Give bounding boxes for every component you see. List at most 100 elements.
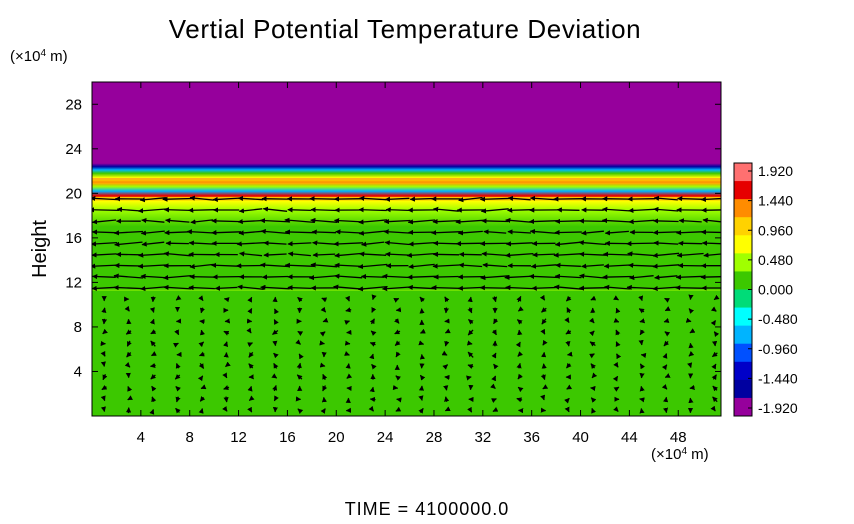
wind-vector-485 (508, 210, 532, 211)
colorbar-swatch-10 (734, 344, 752, 363)
wind-vector-404 (434, 243, 459, 244)
wind-vector-472 (189, 210, 216, 211)
x-tick-label-10: 44 (621, 429, 638, 446)
wind-vector-382 (533, 254, 555, 255)
x-axis-unit: (×104 m) (651, 446, 709, 464)
wind-vector-74 (641, 386, 642, 390)
wind-vector-163 (275, 342, 276, 346)
wind-vector-248 (446, 308, 447, 313)
wind-vector-0 (104, 409, 105, 411)
colorbar-label-1: 1.440 (758, 193, 793, 209)
y-tick-label-6: 28 (65, 96, 82, 113)
wind-vector-27 (128, 399, 130, 400)
wind-vector-26 (104, 398, 105, 401)
x-tick-label-9: 40 (572, 429, 589, 446)
wind-vector-153 (666, 354, 667, 356)
x-unit-prefix: (×10 (651, 446, 681, 463)
wind-vector-424 (285, 232, 314, 233)
wind-vector-188 (250, 332, 251, 333)
y-tick-label-3: 16 (65, 230, 82, 247)
colorbar-label-5: -0.480 (758, 311, 798, 327)
wind-vector-487 (557, 210, 579, 211)
wind-vector-365 (116, 254, 140, 255)
wind-vector-518 (678, 199, 704, 200)
y-tick-label-4: 20 (65, 185, 82, 202)
wind-vector-316 (190, 277, 214, 278)
wind-vector-114 (348, 364, 349, 368)
colorbar-swatch-5 (734, 253, 752, 272)
wind-vector-49 (666, 397, 667, 401)
wind-vector-25 (715, 410, 716, 411)
wind-vector-503 (310, 199, 339, 200)
colorbar-swatch-3 (734, 217, 752, 236)
colorbar-swatch-1 (734, 181, 752, 200)
wind-vector-465 (654, 221, 679, 222)
wind-vector-300 (432, 288, 461, 289)
wind-vector-140 (348, 354, 350, 355)
x-unit-suffix: m) (687, 446, 709, 463)
wind-vector-333 (603, 277, 632, 278)
wind-vector-304 (532, 288, 556, 289)
colorbar-label-2: 0.960 (758, 222, 793, 238)
wind-vector-379 (460, 254, 482, 255)
wind-vector-72 (591, 388, 595, 389)
wind-vector-68 (495, 388, 496, 389)
wind-vector-208 (104, 319, 105, 324)
wind-vector-406 (480, 243, 510, 244)
wind-vector-99 (617, 376, 618, 377)
wind-vector-306 (579, 288, 606, 289)
colorbar-swatch-0 (734, 163, 752, 182)
x-tick-label-2: 12 (230, 429, 247, 446)
wind-vector-302 (480, 288, 510, 289)
heatmap-field (92, 82, 721, 416)
colorbar-label-7: -1.440 (758, 370, 798, 386)
wind-vector-212 (200, 321, 204, 322)
x-tick-label-1: 8 (186, 429, 194, 446)
colorbar-swatch-8 (734, 308, 752, 327)
wind-vector-31 (226, 397, 227, 402)
colorbar-label-3: 0.480 (758, 252, 793, 268)
wind-vector-39 (422, 398, 423, 400)
wind-vector-37 (370, 399, 375, 400)
colorbar-swatch-6 (734, 271, 752, 290)
wind-vector-181 (715, 341, 716, 346)
wind-vector-48 (640, 399, 644, 400)
wind-vector-435 (555, 232, 582, 233)
wind-vector-144 (445, 354, 447, 355)
x-tick-label-0: 4 (137, 429, 145, 446)
wind-vector-65 (422, 386, 423, 391)
wind-vector-310 (676, 288, 706, 289)
wind-vector-285 (714, 299, 715, 300)
x-tick-label-11: 48 (670, 429, 687, 446)
wind-vector-56 (201, 388, 203, 389)
wind-vector-199 (519, 330, 520, 335)
y-tick-label-5: 24 (65, 141, 82, 158)
wind-vector-265 (224, 299, 228, 300)
colorbar-swatch-9 (734, 326, 752, 345)
wind-vector-462 (579, 221, 606, 222)
wind-vector-257 (665, 310, 666, 311)
wind-vector-230 (640, 321, 643, 322)
wind-vector-493 (702, 210, 728, 211)
colorbar-label-4: 0.000 (758, 282, 793, 298)
wind-vector-22 (641, 409, 642, 413)
wind-vector-447 (212, 221, 241, 222)
wind-vector-159 (177, 343, 179, 344)
wind-vector-23 (666, 408, 667, 412)
x-tick-label-4: 20 (328, 429, 345, 446)
time-label: TIME = 4100000.0 (345, 499, 510, 519)
wind-vector-94 (495, 376, 496, 378)
chart-title: Vertial Potential Temperature Deviation (169, 14, 641, 44)
wind-vector-415 (702, 243, 727, 244)
wind-vector-128 (690, 364, 691, 367)
wind-vector-196 (445, 332, 447, 333)
wind-vector-337 (701, 277, 729, 278)
wind-vector-412 (627, 243, 657, 244)
colorbar-swatch-7 (734, 290, 752, 309)
colorbar-swatch-4 (734, 235, 752, 254)
wind-vector-476 (288, 210, 312, 211)
colorbar: 1.9201.4400.9600.4800.000-0.480-0.960-1.… (734, 163, 798, 417)
wind-vector-477 (311, 210, 337, 211)
